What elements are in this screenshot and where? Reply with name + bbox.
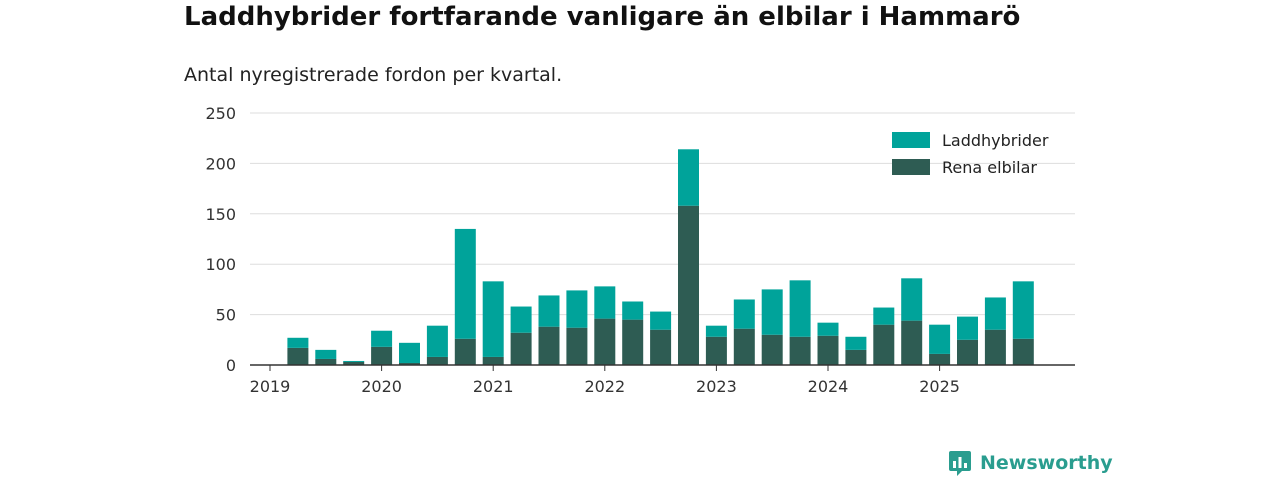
bar-rena-elbilar — [929, 353, 951, 365]
legend-label: Laddhybrider — [942, 131, 1049, 150]
legend-swatch — [892, 132, 930, 148]
bar-rena-elbilar — [510, 332, 532, 365]
bar-laddhybrider — [371, 330, 393, 347]
y-tick-label: 150 — [205, 205, 236, 224]
bar-laddhybrider — [566, 290, 588, 328]
x-tick-label: 2025 — [919, 377, 960, 396]
bar-rena-elbilar — [594, 318, 616, 365]
bar-rena-elbilar — [1012, 338, 1034, 365]
y-tick-label: 250 — [205, 104, 236, 123]
bar-rena-elbilar — [705, 336, 727, 365]
bar-laddhybrider — [343, 360, 365, 362]
bar-rena-elbilar — [454, 338, 476, 365]
bars — [287, 149, 1034, 365]
bar-rena-elbilar — [733, 328, 755, 365]
bar-laddhybrider — [622, 301, 644, 320]
x-tick-label: 2023 — [696, 377, 737, 396]
bar-laddhybrider — [761, 289, 783, 335]
bar-laddhybrider — [678, 149, 699, 206]
newsworthy-logo-icon — [949, 451, 971, 476]
bar-rena-elbilar — [845, 349, 867, 365]
bar-rena-elbilar — [538, 326, 560, 365]
bar-rena-elbilar — [761, 334, 783, 365]
y-tick-label: 100 — [205, 255, 236, 274]
bar-laddhybrider — [399, 342, 420, 363]
bar-rena-elbilar — [566, 327, 588, 365]
bar-laddhybrider — [845, 336, 867, 350]
bar-laddhybrider — [873, 307, 895, 325]
bar-rena-elbilar — [678, 205, 699, 365]
bar-rena-elbilar — [482, 356, 504, 365]
bar-rena-elbilar — [650, 329, 672, 365]
bar-rena-elbilar — [873, 324, 895, 365]
bar-rena-elbilar — [371, 346, 393, 365]
bar-laddhybrider — [733, 299, 755, 329]
bar-laddhybrider — [287, 337, 309, 348]
legend-label: Rena elbilar — [942, 158, 1037, 177]
y-tick-label: 0 — [226, 356, 236, 375]
bar-rena-elbilar — [399, 362, 420, 365]
bar-laddhybrider — [594, 286, 616, 319]
legend: Laddhybrider Rena elbilar — [892, 131, 1049, 177]
bar-rena-elbilar — [901, 320, 923, 365]
axes: 0 50 100 150 200 250 2019 2020 2021 2022 2023 2024 2… — [205, 104, 1075, 396]
bar-rena-elbilar — [426, 356, 448, 365]
bar-laddhybrider — [929, 324, 951, 354]
bar-rena-elbilar — [315, 358, 337, 365]
bar-laddhybrider — [705, 325, 727, 337]
x-tick-label: 2020 — [361, 377, 402, 396]
brand-label: Newsworthy — [980, 452, 1113, 474]
bar-rena-elbilar — [984, 329, 1006, 365]
chart-subtitle: Antal nyregistrerade fordon per kvartal. — [184, 64, 563, 86]
x-tick-label: 2022 — [584, 377, 625, 396]
bar-laddhybrider — [984, 297, 1006, 330]
bar-laddhybrider — [482, 281, 504, 357]
bar-rena-elbilar — [287, 347, 309, 365]
bar-rena-elbilar — [343, 361, 365, 365]
bar-laddhybrider — [1012, 281, 1034, 339]
newsworthy-brand[interactable]: Newsworthy — [948, 449, 1113, 477]
bar-rena-elbilar — [622, 319, 644, 365]
bar-laddhybrider — [957, 316, 978, 340]
bar-laddhybrider — [510, 306, 532, 333]
bar-laddhybrider — [426, 325, 448, 357]
legend-swatch — [892, 159, 930, 175]
bar-laddhybrider — [650, 311, 672, 330]
x-tick-label: 2019 — [250, 377, 291, 396]
bar-laddhybrider — [901, 278, 923, 321]
bar-laddhybrider — [315, 349, 337, 359]
bar-rena-elbilar — [817, 335, 839, 365]
bar-rena-elbilar — [957, 339, 978, 365]
chart-title: Laddhybrider fortfarande vanligare än el… — [184, 2, 1021, 32]
y-tick-label: 200 — [205, 154, 236, 173]
x-tick-label: 2021 — [473, 377, 514, 396]
bar-laddhybrider — [817, 322, 839, 336]
bar-laddhybrider — [789, 280, 811, 337]
bar-rena-elbilar — [789, 336, 811, 365]
bar-laddhybrider — [538, 295, 560, 327]
x-tick-label: 2024 — [808, 377, 849, 396]
y-tick-label: 50 — [216, 306, 236, 325]
bar-laddhybrider — [454, 228, 476, 339]
